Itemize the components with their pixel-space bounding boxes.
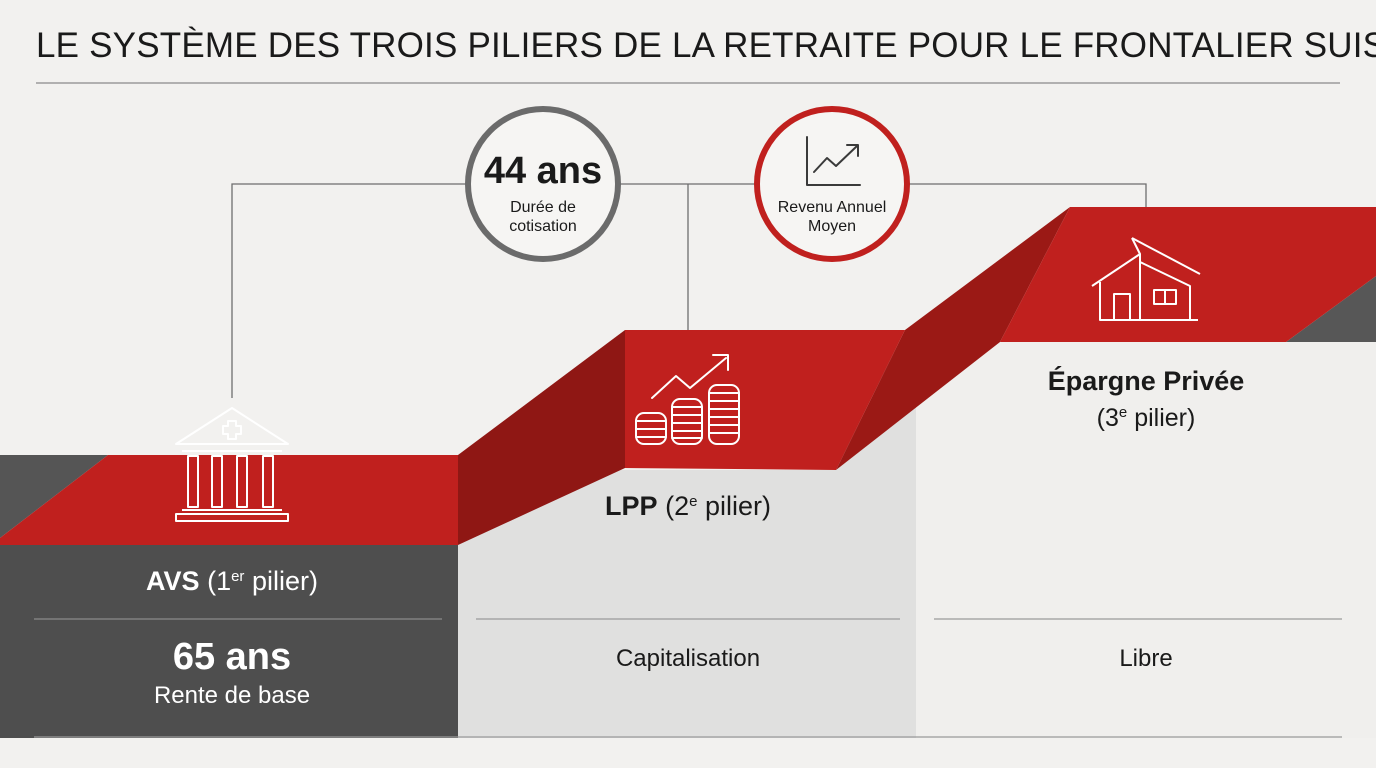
epargne-ribbon xyxy=(1000,207,1376,342)
lpp-name: LPP xyxy=(605,491,658,521)
avs-qualifier-open: (1 xyxy=(207,566,232,596)
income-label-line2: Moyen xyxy=(807,218,857,235)
lpp-qualifier-sup: e xyxy=(689,493,698,510)
epargne-qualifier: (3e pilier) xyxy=(946,404,1346,433)
ribbon-rise-1 xyxy=(458,330,625,545)
lpp-qualifier-open: (2 xyxy=(665,491,690,521)
epargne-qualifier-open: (3 xyxy=(1096,404,1119,432)
lpp-ribbon xyxy=(625,330,905,470)
duration-label-line2: cotisation xyxy=(509,218,577,235)
lpp-title: LPP (2e pilier) xyxy=(488,491,888,522)
lpp-detail: Capitalisation xyxy=(615,645,761,672)
page-title: LE SYSTÈME DES TROIS PILIERS DE LA RETRA… xyxy=(36,26,1376,65)
house-icon xyxy=(1091,237,1201,321)
epargne-qualifier-close: pilier) xyxy=(1127,404,1196,432)
coins-growth-icon xyxy=(635,354,740,445)
avs-ribbon xyxy=(0,455,458,545)
duration-circle xyxy=(465,106,621,262)
avs-qualifier-sup: er xyxy=(231,568,245,585)
avs-value: 65 ans xyxy=(172,636,292,678)
epargne-name: Épargne Privée xyxy=(1047,366,1245,396)
avs-column xyxy=(0,545,458,738)
connector-lines xyxy=(231,183,1147,398)
epargne-qualifier-sup: e xyxy=(1118,404,1128,421)
avs-name: AVS xyxy=(146,566,200,596)
duration-value: 44 ans xyxy=(483,150,603,192)
epargne-column xyxy=(916,342,1376,738)
avs-detail: Rente de base xyxy=(153,682,311,709)
duration-label-line1: Durée de xyxy=(510,199,576,216)
epargne-detail: Libre xyxy=(1119,645,1173,672)
lpp-qualifier-close: pilier) xyxy=(697,491,771,521)
bank-cross-icon xyxy=(175,407,289,522)
epargne-title: Épargne Privée xyxy=(946,366,1346,397)
ribbon-rise-2 xyxy=(836,207,1070,470)
avs-qualifier-close: pilier) xyxy=(244,566,318,596)
avs-title: AVS (1er pilier) xyxy=(32,566,432,597)
trend-chart-icon xyxy=(806,136,861,186)
income-label-line1: Revenu Annuel xyxy=(777,199,887,216)
